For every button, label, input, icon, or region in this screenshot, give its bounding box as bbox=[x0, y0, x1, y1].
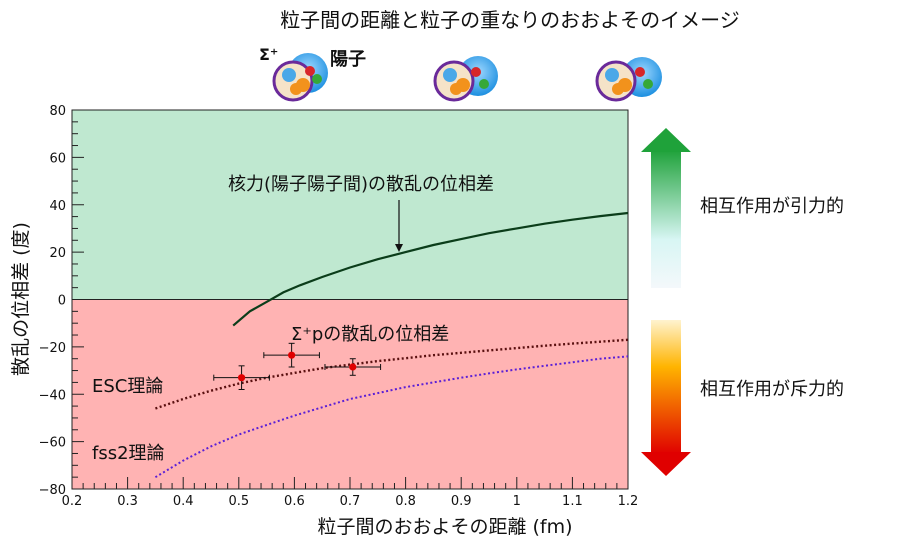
y-tick-labels: 80 60 40 20 0 −20 −40 −60 −80 bbox=[39, 104, 66, 498]
x-axis-label: 粒子間のおおよその距離 (fm) bbox=[317, 516, 572, 538]
figure-title: 粒子間の距離と粒子の重なりのおおよそのイメージ bbox=[280, 8, 740, 32]
x-tick-label: 0.2 bbox=[62, 494, 83, 509]
y-tick-label: 0 bbox=[58, 294, 66, 309]
sigma-p-data-points bbox=[213, 342, 382, 391]
proton-label: 陽子 bbox=[330, 49, 366, 70]
attractive-region bbox=[72, 110, 628, 300]
y-tick-label: −40 bbox=[39, 388, 66, 403]
y-tick-label: −80 bbox=[39, 483, 66, 498]
x-tick-label: 0.5 bbox=[228, 494, 249, 509]
sigma-p-annotation: Σ⁺pの散乱の位相差 bbox=[291, 324, 449, 345]
attraction-arrow bbox=[641, 128, 691, 288]
repulsion-arrow bbox=[641, 320, 691, 476]
esc-theory-curve bbox=[155, 338, 629, 410]
x-tick-label: 0.8 bbox=[395, 494, 416, 509]
overlap-illustration-middle bbox=[433, 56, 498, 102]
y-tick-label: 60 bbox=[49, 151, 66, 166]
x-tick-label: 1.1 bbox=[562, 494, 583, 509]
x-tick-label: 0.7 bbox=[340, 494, 361, 509]
overlap-illustration-far bbox=[595, 57, 662, 102]
sigma-p-data-point bbox=[263, 342, 320, 368]
x-tick-label: 0.9 bbox=[451, 494, 472, 509]
attraction-label: 相互作用が引力的 bbox=[700, 196, 844, 217]
esc-annotation: ESC理論 bbox=[92, 376, 163, 397]
axis-ticks bbox=[71, 109, 629, 490]
y-axis-label: 散乱の位相差 (度) bbox=[10, 222, 32, 376]
x-tick-label: 0.4 bbox=[173, 494, 194, 509]
sigma-label: Σ⁺ bbox=[259, 45, 278, 64]
x-tick-label: 1 bbox=[513, 494, 521, 509]
repulsive-region bbox=[72, 299, 628, 489]
sigma-p-data-point bbox=[324, 358, 382, 376]
nuclear-phase-shift-curve bbox=[232, 211, 629, 327]
fss2-theory-curve bbox=[154, 355, 629, 479]
nuclear-annotation: 核力(陽子陽子間)の散乱の位相差 bbox=[228, 174, 494, 195]
fss2-annotation: fss2理論 bbox=[92, 443, 165, 464]
x-tick-label: 0.3 bbox=[117, 494, 138, 509]
overlap-illustration-near bbox=[272, 53, 328, 102]
y-tick-label: 40 bbox=[49, 199, 66, 214]
x-tick-label: 0.6 bbox=[284, 494, 305, 509]
y-tick-label: 20 bbox=[49, 246, 66, 261]
y-tick-label: −20 bbox=[39, 341, 66, 356]
sigma-p-data-point bbox=[213, 365, 270, 391]
y-tick-label: −60 bbox=[39, 436, 66, 451]
x-tick-labels: 0.2 0.3 0.4 0.5 0.6 0.7 0.8 0.9 1 1.1 1.2 bbox=[62, 494, 639, 509]
y-tick-label: 80 bbox=[49, 104, 66, 119]
x-tick-label: 1.2 bbox=[618, 494, 639, 509]
repulsion-label: 相互作用が斥力的 bbox=[700, 379, 844, 400]
nuclear-annotation-arrowhead bbox=[395, 244, 403, 252]
